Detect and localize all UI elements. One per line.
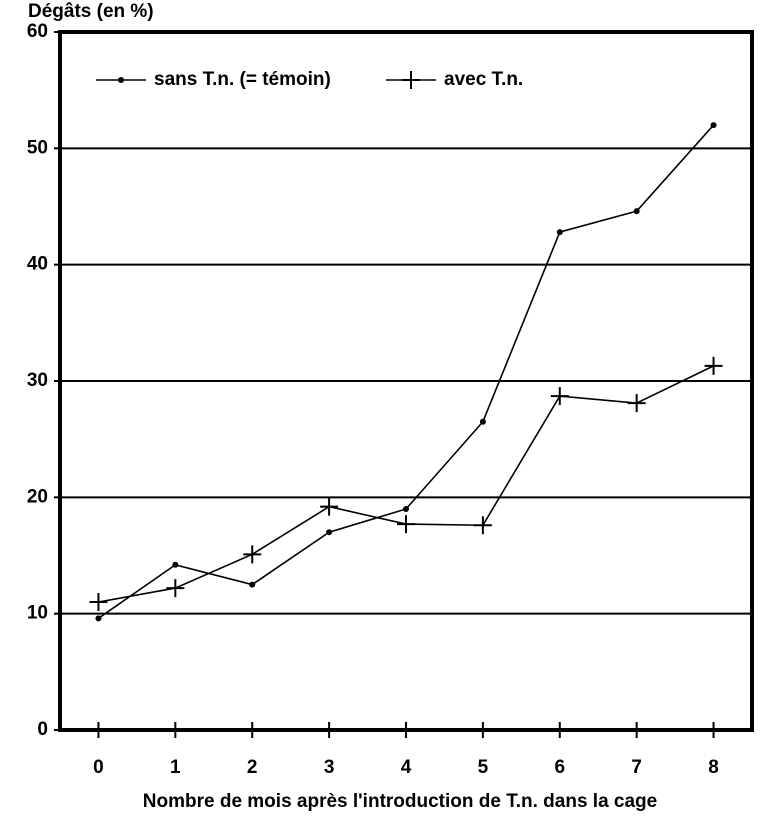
x-tick-label: 3: [324, 757, 335, 778]
point: [704, 356, 723, 375]
point: [556, 229, 563, 236]
y-tick-label: 20: [27, 486, 48, 507]
point: [473, 516, 492, 535]
x-tick-label: 7: [631, 757, 642, 778]
point: [320, 497, 339, 516]
point: [403, 505, 409, 512]
x-tick-label: 4: [401, 757, 412, 778]
point: [633, 208, 640, 215]
series-line: [97, 124, 715, 619]
point: [710, 122, 717, 129]
point: [326, 529, 333, 536]
x-tick-label: 2: [247, 757, 258, 778]
legend-label: sans T.n. (= témoin): [154, 69, 331, 90]
x-tick-label: 6: [554, 757, 565, 778]
x-tick-label: 1: [170, 757, 181, 778]
y-tick-label: 50: [27, 137, 48, 158]
x-axis-label: Nombre de mois après l'introduction de T…: [143, 791, 657, 812]
legend-marker: [402, 71, 420, 89]
point: [89, 593, 108, 612]
x-tick-label: 5: [478, 757, 489, 778]
point: [479, 418, 486, 425]
x-tick-label: 0: [93, 757, 104, 778]
chart-title: Dégâts (en %): [28, 1, 154, 22]
point: [172, 561, 179, 568]
legend-marker: [118, 77, 124, 83]
point: [397, 515, 415, 534]
point: [95, 615, 102, 622]
y-tick-label: 60: [27, 21, 48, 42]
y-tick-label: 30: [27, 370, 48, 391]
point: [550, 387, 569, 406]
x-tick-label: 8: [708, 757, 719, 778]
y-tick-label: 40: [27, 254, 48, 275]
point: [627, 394, 646, 413]
y-tick-label: 0: [37, 719, 48, 740]
point: [243, 545, 262, 564]
y-tick-label: 10: [27, 603, 48, 624]
series-line: [98, 365, 714, 603]
legend-label: avec T.n.: [444, 69, 523, 90]
point: [166, 579, 185, 598]
point: [249, 581, 256, 588]
plot-frame: [58, 30, 754, 732]
